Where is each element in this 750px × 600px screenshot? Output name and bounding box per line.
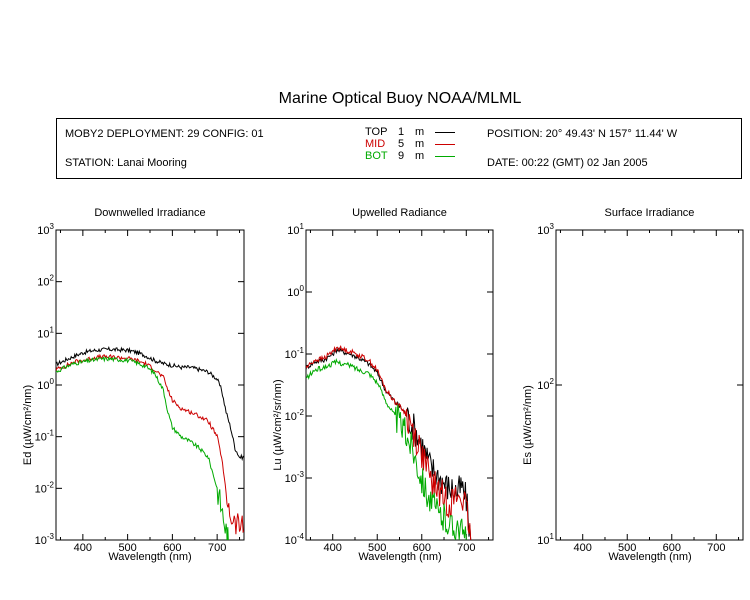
header-info-box: [56, 118, 742, 179]
position-text: POSITION: 20° 49.43' N 157° 11.44' W: [487, 128, 678, 140]
x-tick-label: 700: [707, 542, 725, 554]
panel-title: Downwelled Irradiance: [94, 207, 205, 219]
date-text: DATE: 00:22 (GMT) 02 Jan 2005: [487, 157, 648, 169]
x-tick-label: 400: [74, 542, 92, 554]
legend-top-label: TOP: [365, 126, 388, 138]
series-line-mid: [56, 353, 244, 535]
legend-top-unit: m: [415, 126, 425, 138]
legend-mid-label: MID: [365, 138, 386, 150]
legend-bot-unit: m: [415, 150, 425, 162]
x-tick-label: 700: [457, 542, 475, 554]
series-line-top: [306, 347, 472, 540]
y-tick-label: 100: [37, 377, 54, 392]
y-axis-title: Ed (µW/cm²/nm): [22, 385, 34, 465]
x-tick-label: 700: [208, 542, 226, 554]
plot-frame: [55, 229, 245, 541]
x-tick-label: 500: [118, 542, 136, 554]
legend-mid-line: [435, 144, 455, 145]
y-axis-title: Lu (µW/cm²/sr/nm): [272, 379, 284, 470]
series-line-mid: [306, 344, 472, 540]
deployment-text: MOBY2 DEPLOYMENT: 29 CONFIG: 01: [65, 128, 264, 140]
legend-mid-unit: m: [415, 138, 425, 150]
legend-bot-line: [435, 156, 455, 157]
x-axis-title: Wavelength (nm): [358, 551, 441, 563]
legend-bot-depth: 9: [398, 150, 405, 162]
series-line-bot: [306, 358, 467, 540]
y-tick-label: 10-3: [285, 470, 305, 485]
y-tick-label: 101: [287, 222, 304, 237]
y-tick-label: 102: [537, 377, 554, 392]
legend-top-depth: 1: [398, 126, 405, 138]
x-axis-title: Wavelength (nm): [108, 551, 191, 563]
series-line-top: [56, 345, 244, 462]
legend-mid-depth: 5: [398, 138, 405, 150]
legend-top-line: [435, 132, 455, 133]
x-tick-label: 600: [163, 542, 181, 554]
y-tick-label: 10-1: [285, 346, 305, 361]
legend-bot-label: BOT: [365, 150, 388, 162]
panel-title: Upwelled Radiance: [352, 207, 447, 219]
chart-main-title: Marine Optical Buoy NOAA/MLML: [278, 90, 522, 107]
x-tick-label: 600: [663, 542, 681, 554]
x-tick-label: 400: [574, 542, 592, 554]
x-tick-label: 400: [324, 542, 342, 554]
y-tick-label: 10-2: [35, 480, 55, 495]
x-tick-label: 500: [368, 542, 386, 554]
series-line-bot: [56, 355, 229, 540]
y-tick-label: 101: [537, 532, 554, 547]
y-tick-label: 103: [537, 222, 554, 237]
y-tick-label: 100: [287, 284, 304, 299]
y-tick-label: 10-1: [35, 429, 55, 444]
x-tick-label: 600: [413, 542, 431, 554]
y-tick-label: 10-3: [35, 532, 55, 547]
y-tick-label: 10-4: [285, 532, 305, 547]
plot-frame: [555, 229, 744, 541]
panel-title: Surface Irradiance: [605, 207, 695, 219]
x-axis-title: Wavelength (nm): [608, 551, 691, 563]
y-axis-title: Es (µW/cm²/nm): [522, 385, 534, 465]
y-tick-label: 101: [37, 325, 54, 340]
y-tick-label: 103: [37, 222, 54, 237]
y-tick-label: 102: [37, 274, 54, 289]
station-text: STATION: Lanai Mooring: [65, 157, 187, 169]
y-tick-label: 10-2: [285, 408, 305, 423]
x-tick-label: 500: [618, 542, 636, 554]
